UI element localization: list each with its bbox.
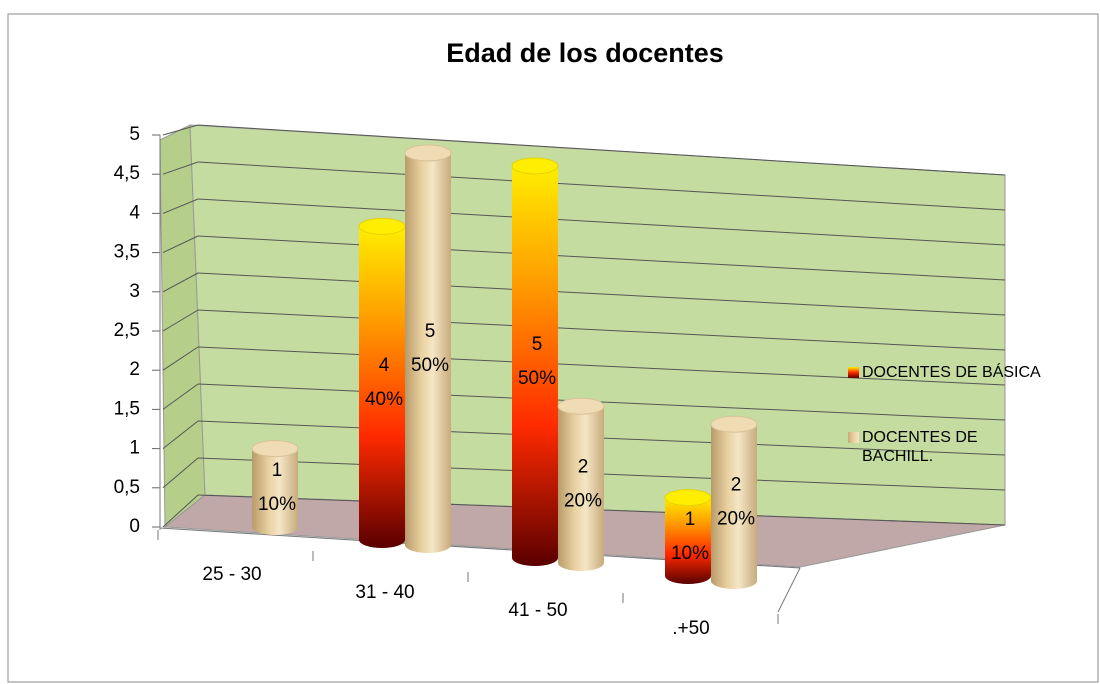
bar (557, 397, 605, 571)
value-label: 5 (532, 334, 543, 355)
value-label: 5 (425, 321, 436, 342)
cylinder-body (558, 406, 604, 571)
value-label: 40% (365, 389, 403, 410)
grid-line (197, 198, 1006, 246)
grid-line (162, 383, 199, 410)
value-label: 2 (578, 457, 589, 478)
value-label: 2 (731, 475, 742, 496)
value-label: 1 (272, 460, 283, 481)
grid-line (162, 346, 199, 371)
y-tick-label: 3 (129, 281, 140, 302)
y-tick-label: 2,5 (114, 320, 140, 341)
y-tick-label: 4,5 (114, 163, 140, 184)
value-label: 20% (564, 491, 602, 512)
legend-label: DOCENTES DE BÁSICA (862, 364, 1041, 381)
y-tick-label: 3,5 (114, 242, 140, 263)
value-label: 10% (258, 494, 296, 515)
grid-line (197, 235, 1006, 281)
x-axis-right (777, 567, 801, 613)
cylinder-body (252, 448, 298, 535)
cylinder-body (359, 226, 405, 548)
bar (404, 144, 452, 553)
cylinder-top (358, 217, 406, 235)
cylinder-body (512, 166, 558, 566)
value-label: 50% (411, 355, 449, 376)
bar (358, 217, 406, 548)
cylinder-top (404, 144, 452, 162)
cylinder-body (405, 153, 451, 553)
x-tick-label: 31 - 40 (355, 582, 414, 603)
grid-line (162, 420, 199, 449)
grid-line (197, 309, 1006, 351)
y-tick-label: 4 (129, 202, 140, 223)
x-tick-label: .+50 (672, 618, 710, 639)
grid-line (197, 272, 1006, 316)
y-tick-label: 1 (129, 438, 140, 459)
grid-line (197, 124, 1006, 176)
bar (251, 440, 299, 535)
value-label: 50% (518, 368, 556, 389)
legend-label: DOCENTES DE BACHILL. (862, 429, 978, 465)
grid-line (162, 457, 199, 489)
grid-line (162, 235, 199, 254)
cylinder-body (711, 424, 757, 589)
legend-swatch (848, 367, 859, 378)
legend-entry: DOCENTES DE BÁSICA (848, 363, 1092, 382)
legend-entry: DOCENTES DE BACHILL. (848, 428, 992, 466)
chart-border (7, 13, 1099, 683)
y-tick-label: 1,5 (114, 398, 140, 419)
cylinder-top (557, 397, 605, 415)
cylinder-top (710, 415, 758, 433)
grid-line (162, 198, 199, 214)
bar (710, 415, 758, 589)
value-label: 1 (685, 509, 696, 530)
x-tick-label: 41 - 50 (508, 600, 567, 621)
value-label: 4 (379, 355, 390, 376)
grid-line (162, 494, 199, 528)
cylinder-top (251, 440, 299, 458)
cylinder-top (511, 157, 559, 175)
y-tick-label: 5 (129, 124, 140, 145)
chart-title: Edad de los docentes (446, 38, 724, 68)
y-tick-label: 2 (129, 359, 140, 380)
x-tick-label: 25 - 30 (202, 564, 261, 585)
bar (511, 157, 559, 566)
bar (664, 489, 712, 584)
grid-line (162, 124, 199, 136)
cylinder-body (665, 497, 711, 584)
cylinder-top (664, 489, 712, 507)
value-label: 10% (671, 543, 709, 564)
value-label: 20% (717, 509, 755, 530)
grid-line (162, 161, 199, 175)
grid-line (162, 309, 199, 332)
grid-line (162, 272, 199, 293)
grid-line (197, 161, 1006, 211)
y-tick-label: 0,5 (114, 477, 140, 498)
legend-swatch (848, 432, 859, 443)
grid-line (197, 346, 1006, 386)
y-tick-label: 0 (129, 516, 140, 537)
